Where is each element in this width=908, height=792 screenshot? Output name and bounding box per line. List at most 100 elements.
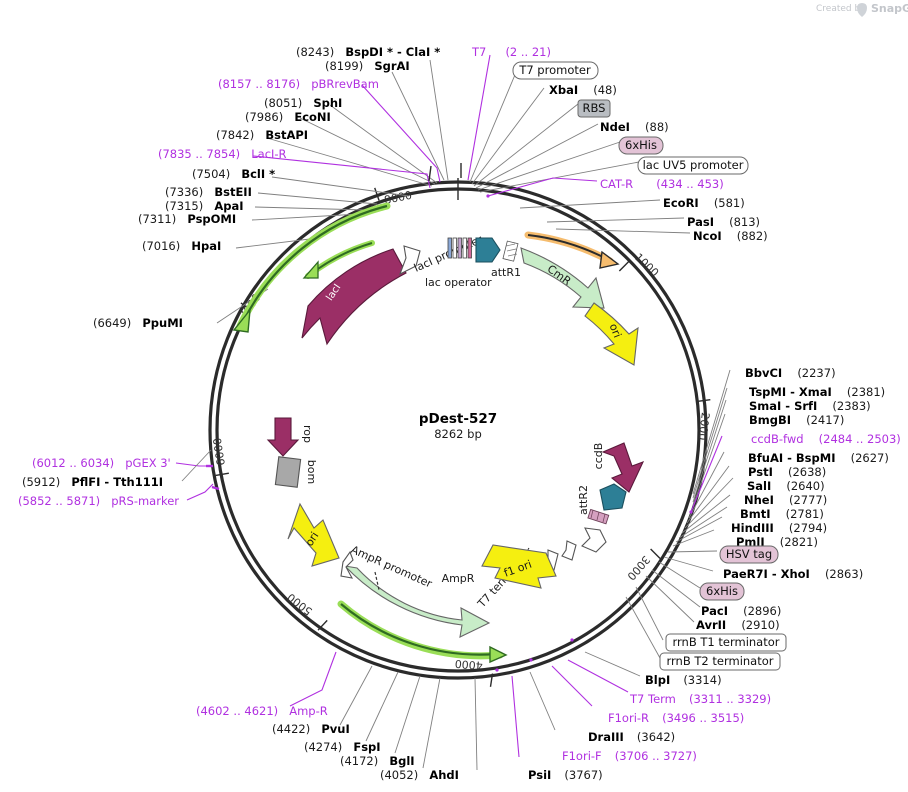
label-BmgBI[interactable]: BmgBI (2417) bbox=[749, 409, 844, 428]
label-pos-2417: (2417) bbox=[806, 413, 844, 427]
label-BstEII[interactable]: (7336) BstEII bbox=[165, 181, 252, 200]
label-FspI[interactable]: (4274) FspI bbox=[304, 736, 381, 755]
label-enz-88: NdeI bbox=[600, 120, 630, 134]
label-pBRrevBam[interactable]: (8157 .. 8176) pBRrevBam bbox=[218, 73, 379, 92]
label-BspDI-ClaI[interactable]: (8243) BspDI * - ClaI * bbox=[296, 41, 440, 60]
label-pos-813: (813) bbox=[729, 215, 760, 229]
feature-box-lac-uv5-promoter[interactable]: lac UV5 promoter bbox=[637, 156, 749, 175]
label-T7-primer[interactable]: T7 (2 .. 21) bbox=[471, 41, 551, 60]
feature-box-rbs[interactable]: RBS bbox=[577, 99, 611, 118]
label-PaeR7I-XhoI[interactable]: PaeR7I - XhoI (2863) bbox=[723, 563, 863, 582]
label-T7-Term[interactable]: T7 Term (3311 .. 3329) bbox=[629, 688, 771, 707]
label-enz-6012: pGEX 3' bbox=[125, 456, 171, 470]
label-PacI[interactable]: PacI (2896) bbox=[701, 600, 781, 619]
label-BfuAI-BspMI[interactable]: BfuAI - BspMI (2627) bbox=[748, 447, 889, 466]
label-SmaI-SrfI[interactable]: SmaI - SrfI (2383) bbox=[749, 395, 871, 414]
feature-label-bom: bom bbox=[305, 460, 318, 484]
label-SgrAI[interactable]: (8199) SgrAI bbox=[325, 55, 410, 74]
label-enz-4602: Amp-R bbox=[289, 704, 328, 718]
label-PvuI[interactable]: (4422) PvuI bbox=[272, 718, 350, 737]
box-label-rrnb-t1: rrnB T1 terminator bbox=[673, 635, 780, 649]
label-pos-2910: (2910) bbox=[741, 618, 779, 632]
label-SalI[interactable]: SalI (2640) bbox=[747, 475, 825, 494]
feature-box-rrnb-t2[interactable]: rrnB T2 terminator bbox=[659, 652, 781, 671]
label-pos-8051: (8051) bbox=[264, 96, 302, 110]
feature-label-attR1: attR1 bbox=[491, 266, 521, 279]
box-label-hsv-tag: HSV tag bbox=[726, 547, 772, 561]
label-HpaI[interactable]: (7016) HpaI bbox=[142, 235, 221, 254]
label-pos-5912: (5912) bbox=[22, 475, 60, 489]
label-PflFI-Tth111I[interactable]: (5912) PflFI - Tth111I bbox=[22, 471, 163, 490]
label-pGEX-3prime[interactable]: (6012 .. 6034) pGEX 3' bbox=[32, 452, 171, 471]
label-PstI[interactable]: PstI (2638) bbox=[748, 461, 826, 480]
label-enz-2863: PaeR7I - XhoI bbox=[723, 567, 810, 581]
label-enz-2640: SalI bbox=[747, 479, 771, 493]
label-pos-4172: (4172) bbox=[340, 754, 378, 768]
label-BmtI[interactable]: BmtI (2781) bbox=[740, 503, 824, 522]
label-enz-8157: pBRrevBam bbox=[311, 77, 379, 91]
label-BclI[interactable]: (7504) BclI * bbox=[192, 163, 275, 182]
label-enz-48: XbaI bbox=[549, 83, 578, 97]
label-PpuMI[interactable]: (6649) PpuMI bbox=[93, 312, 183, 331]
leader-lines-top-right bbox=[467, 54, 691, 234]
feature-box-hsv-tag[interactable]: HSV tag bbox=[719, 545, 779, 564]
labels-left: (6012 .. 6034) pGEX 3' (5912) PflFI - Tt… bbox=[18, 452, 179, 509]
label-SphI[interactable]: (8051) SphI bbox=[264, 92, 342, 111]
label-enz-3314: BlpI bbox=[645, 673, 670, 687]
label-ApaI[interactable]: (7315) ApaI bbox=[165, 195, 244, 214]
label-AhdI[interactable]: (4052) AhdI bbox=[380, 764, 459, 783]
label-enz-4052: AhdI bbox=[429, 768, 459, 782]
label-pos-2237: (2237) bbox=[797, 366, 835, 380]
label-pos-2638: (2638) bbox=[788, 465, 826, 479]
label-enz-3706: F1ori-F bbox=[562, 749, 602, 763]
label-AvrII[interactable]: AvrII (2910) bbox=[696, 614, 780, 633]
label-F1ori-R[interactable]: F1ori-R (3496 .. 3515) bbox=[608, 707, 744, 726]
label-pos-2794: (2794) bbox=[789, 521, 827, 535]
label-pos-7016: (7016) bbox=[142, 239, 180, 253]
translation-arc-lacI bbox=[232, 202, 391, 333]
label-NheI[interactable]: NheI (2777) bbox=[744, 489, 827, 508]
label-NdeI[interactable]: NdeI (88) bbox=[600, 116, 669, 135]
box-label-6xhis-b: 6xHis bbox=[706, 584, 738, 598]
label-pos-7311: (7311) bbox=[138, 212, 176, 226]
label-PsiI[interactable]: PsiI (3767) bbox=[528, 764, 603, 783]
label-BstAPI[interactable]: (7842) BstAPI bbox=[216, 124, 308, 143]
label-pos-8243: (8243) bbox=[296, 45, 334, 59]
box-label-lac-uv5: lac UV5 promoter bbox=[643, 158, 744, 172]
label-pos-2383: (2383) bbox=[832, 399, 870, 413]
label-LacI-R[interactable]: (7835 .. 7854) LacI-R bbox=[158, 143, 287, 162]
label-TspMI-XmaI[interactable]: TspMI - XmaI (2381) bbox=[749, 381, 885, 400]
label-BlpI[interactable]: BlpI (3314) bbox=[645, 669, 722, 688]
label-EcoRI[interactable]: EcoRI (581) bbox=[663, 192, 745, 211]
labels-bottom: (4602 .. 4621) Amp-R (4422) PvuI (4274) … bbox=[196, 669, 771, 783]
feature-box-6xhis-a[interactable]: 6xHis bbox=[618, 136, 664, 155]
label-F1ori-F[interactable]: F1ori-F (3706 .. 3727) bbox=[562, 745, 697, 764]
feature-attR1: attR1 bbox=[475, 237, 521, 279]
label-enz-3642: DraIII bbox=[588, 730, 624, 744]
label-BbvCI[interactable]: BbvCI (2237) bbox=[745, 362, 836, 381]
label-BglI[interactable]: (4172) BglI bbox=[340, 750, 415, 769]
labels-top-right: T7 (2 .. 21) T7 promoter XbaI (48) RBS N… bbox=[471, 41, 768, 244]
label-enz-2237: BbvCI bbox=[745, 366, 782, 380]
feature-box-t7-promoter[interactable]: T7 promoter bbox=[512, 61, 599, 80]
label-NcoI[interactable]: NcoI (882) bbox=[693, 225, 768, 244]
label-DraIII[interactable]: DraIII (3642) bbox=[588, 726, 675, 745]
labels-top-left: (8243) BspDI * - ClaI * (8199) SgrAI (81… bbox=[93, 41, 440, 331]
label-pRS-marker[interactable]: (5852 .. 5871) pRS-marker bbox=[18, 490, 179, 509]
feature-label-attR2: attR2 bbox=[577, 485, 590, 515]
label-enz-2381: TspMI - XmaI bbox=[749, 385, 832, 399]
label-CAT-R[interactable]: CAT-R (434 .. 453) bbox=[600, 173, 724, 192]
feature-box-6xhis-b[interactable]: 6xHis bbox=[699, 582, 745, 601]
label-EcoNI[interactable]: (7986) EcoNI bbox=[245, 106, 331, 125]
label-ccdB-fwd[interactable]: ccdB-fwd (2484 .. 2503) bbox=[751, 428, 901, 447]
label-PspOMI[interactable]: (7311) PspOMI bbox=[138, 208, 236, 227]
label-XbaI[interactable]: XbaI (48) bbox=[549, 79, 617, 98]
label-HindIII[interactable]: HindIII (2794) bbox=[731, 517, 827, 536]
label-PasI[interactable]: PasI (813) bbox=[687, 211, 760, 230]
label-Amp-R[interactable]: (4602 .. 4621) Amp-R bbox=[196, 700, 328, 719]
feature-box-rrnb-t1[interactable]: rrnB T1 terminator bbox=[665, 633, 787, 652]
label-pos-2777: (2777) bbox=[789, 493, 827, 507]
label-enz-2781: BmtI bbox=[740, 507, 771, 521]
label-pos-7315: (7315) bbox=[165, 199, 203, 213]
